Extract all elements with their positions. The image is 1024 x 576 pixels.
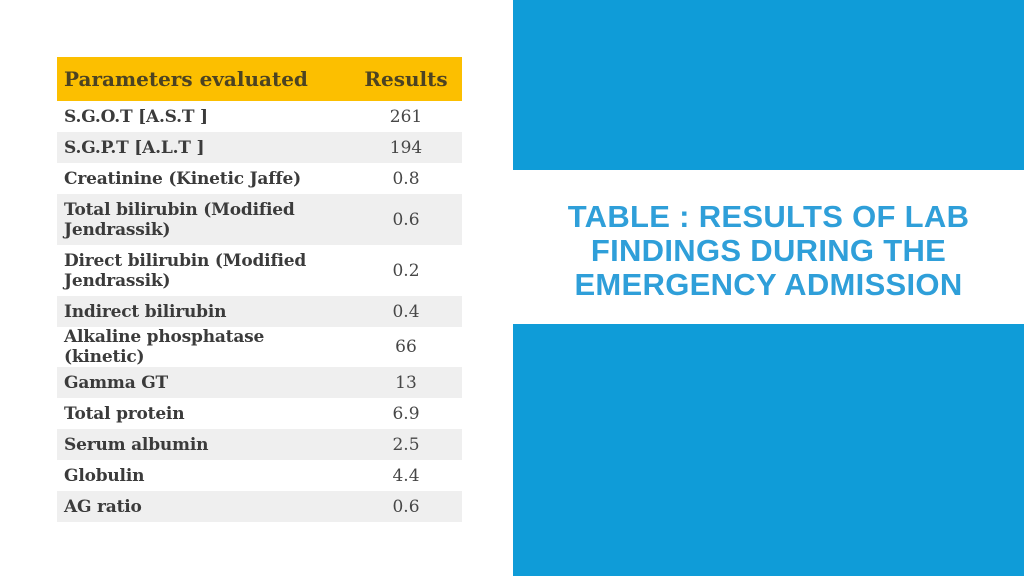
param-value: 6.9 [392, 403, 420, 424]
param-value: 0.6 [392, 496, 420, 517]
param-value: 0.4 [392, 301, 420, 322]
param-value: 0.2 [392, 260, 420, 281]
table-row: Gamma GT 13 [57, 367, 462, 398]
table-body: S.G.O.T [A.S.T ] 261 S.G.P.T [A.L.T ] 19… [57, 101, 462, 522]
param-label: Total protein [64, 403, 185, 424]
table-header-row: Parameters evaluated Results [57, 57, 462, 101]
param-value: 0.8 [392, 168, 420, 189]
table-row: Serum albumin 2.5 [57, 429, 462, 460]
param-value: 4.4 [392, 465, 420, 486]
param-value: 2.5 [392, 434, 420, 455]
lab-results-table: Parameters evaluated Results S.G.O.T [A.… [57, 57, 462, 522]
table-row: Total bilirubin (Modified Jendrassik) 0.… [57, 194, 462, 245]
column-header-results: Results [364, 67, 448, 91]
param-label: Globulin [64, 465, 145, 486]
param-label: Serum albumin [64, 434, 209, 455]
param-label: Gamma GT [64, 372, 169, 393]
column-header-parameters: Parameters evaluated [64, 67, 308, 91]
table-row: S.G.O.T [A.S.T ] 261 [57, 101, 462, 132]
top-accent-rectangle [513, 0, 1024, 170]
param-label: S.G.P.T [A.L.T ] [64, 137, 205, 158]
param-label: Total bilirubin (Modified Jendrassik) [64, 199, 295, 240]
table-row: Total protein 6.9 [57, 398, 462, 429]
param-label: Alkaline phosphatase (kinetic) [64, 327, 265, 367]
param-value: 194 [389, 137, 423, 158]
table-row: Direct bilirubin (Modified Jendrassik) 0… [57, 245, 462, 296]
param-label: AG ratio [64, 496, 142, 517]
param-value: 261 [389, 106, 423, 127]
param-value: 13 [395, 372, 417, 393]
param-label: S.G.O.T [A.S.T ] [64, 106, 208, 127]
slide-title: TABLE : RESULTS OF LAB FINDINGS DURING T… [567, 199, 970, 302]
param-label: Direct bilirubin (Modified Jendrassik) [64, 250, 307, 291]
table-row: Indirect bilirubin 0.4 [57, 296, 462, 327]
param-value: 66 [395, 337, 417, 357]
param-value: 0.6 [392, 209, 420, 230]
table-row: AG ratio 0.6 [57, 491, 462, 522]
param-label: Indirect bilirubin [64, 301, 227, 322]
table-row: Globulin 4.4 [57, 460, 462, 491]
bottom-accent-rectangle [513, 324, 1024, 576]
table-row: Creatinine (Kinetic Jaffe) 0.8 [57, 163, 462, 194]
table-row: Alkaline phosphatase (kinetic) 66 [57, 327, 462, 367]
param-label: Creatinine (Kinetic Jaffe) [64, 168, 301, 189]
table-row: S.G.P.T [A.L.T ] 194 [57, 132, 462, 163]
